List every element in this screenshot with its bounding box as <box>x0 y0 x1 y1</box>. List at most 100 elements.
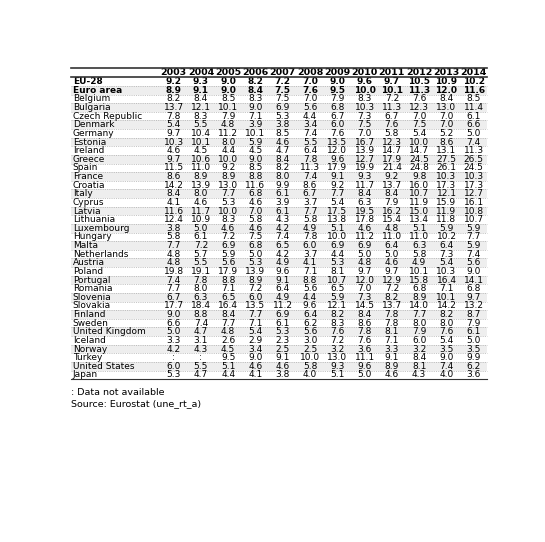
Text: 5.0: 5.0 <box>166 327 181 336</box>
Text: 9.5: 9.5 <box>329 86 346 95</box>
Text: 7.2: 7.2 <box>249 284 263 293</box>
Text: 11.7: 11.7 <box>191 207 211 216</box>
Text: 7.2: 7.2 <box>330 336 344 345</box>
Text: 8.0: 8.0 <box>193 284 208 293</box>
Text: 7.0: 7.0 <box>439 112 453 121</box>
Text: 11.6: 11.6 <box>245 180 265 190</box>
Text: 5.5: 5.5 <box>303 138 317 146</box>
Text: 13.9: 13.9 <box>191 180 211 190</box>
Text: 8.2: 8.2 <box>247 77 263 86</box>
Text: 17.3: 17.3 <box>437 180 457 190</box>
Text: Norway: Norway <box>73 345 107 353</box>
Text: 4.6: 4.6 <box>276 362 290 371</box>
Text: 5.0: 5.0 <box>193 224 208 233</box>
Text: 10.9: 10.9 <box>191 215 211 224</box>
Text: 4.5: 4.5 <box>194 146 208 155</box>
Text: 17.7: 17.7 <box>164 301 184 311</box>
Bar <box>71 207 487 215</box>
Text: 7.7: 7.7 <box>249 310 263 319</box>
Text: 5.0: 5.0 <box>249 250 263 259</box>
Text: 6.1: 6.1 <box>276 207 290 216</box>
Text: 4.9: 4.9 <box>412 259 426 267</box>
Text: 12.9: 12.9 <box>382 275 402 285</box>
Text: 7.8: 7.8 <box>358 327 372 336</box>
Text: Belgium: Belgium <box>73 94 110 104</box>
Text: 5.0: 5.0 <box>358 370 372 379</box>
Text: 6.1: 6.1 <box>276 189 290 198</box>
Text: 11.2: 11.2 <box>272 301 293 311</box>
Bar <box>71 362 487 371</box>
Text: 12.1: 12.1 <box>437 189 457 198</box>
Text: 8.2: 8.2 <box>166 94 181 104</box>
Text: 4.3: 4.3 <box>194 345 208 353</box>
Text: 5.4: 5.4 <box>330 198 344 207</box>
Text: 12.7: 12.7 <box>464 189 484 198</box>
Text: 12.3: 12.3 <box>382 138 402 146</box>
Text: 13.1: 13.1 <box>437 146 457 155</box>
Text: 6.8: 6.8 <box>330 103 344 112</box>
Text: 9.0: 9.0 <box>249 103 263 112</box>
Text: 6.7: 6.7 <box>330 112 344 121</box>
Text: 6.9: 6.9 <box>358 241 372 250</box>
Text: 5.9: 5.9 <box>249 138 263 146</box>
Text: 5.6: 5.6 <box>303 103 317 112</box>
Text: 5.3: 5.3 <box>166 370 181 379</box>
Text: 5.5: 5.5 <box>193 362 208 371</box>
Text: 8.4: 8.4 <box>358 310 372 319</box>
Text: 7.4: 7.4 <box>467 250 481 259</box>
Text: 4.8: 4.8 <box>221 120 235 130</box>
Bar <box>71 146 487 155</box>
Text: 10.0: 10.0 <box>354 86 376 95</box>
Text: 5.9: 5.9 <box>439 224 453 233</box>
Text: 11.0: 11.0 <box>382 233 402 241</box>
Text: 4.2: 4.2 <box>276 250 290 259</box>
Text: 3.4: 3.4 <box>249 345 263 353</box>
Text: 3.3: 3.3 <box>166 336 181 345</box>
Text: 4.8: 4.8 <box>166 250 181 259</box>
Bar <box>71 86 487 95</box>
Text: 11.4: 11.4 <box>464 103 484 112</box>
Text: 10.3: 10.3 <box>164 138 184 146</box>
Text: 12.1: 12.1 <box>328 301 347 311</box>
Text: 8.7: 8.7 <box>467 310 481 319</box>
Text: 4.5: 4.5 <box>249 146 263 155</box>
Text: 10.2: 10.2 <box>463 77 485 86</box>
Text: 6.2: 6.2 <box>303 319 317 328</box>
Text: 8.3: 8.3 <box>193 112 208 121</box>
Text: 8.2: 8.2 <box>439 310 453 319</box>
Text: Luxembourg: Luxembourg <box>73 224 129 233</box>
Text: 7.5: 7.5 <box>276 94 290 104</box>
Text: 8.3: 8.3 <box>358 94 372 104</box>
Text: 3.0: 3.0 <box>303 336 317 345</box>
Text: 9.8: 9.8 <box>412 172 426 181</box>
Text: Slovenia: Slovenia <box>73 293 112 302</box>
Text: 8.0: 8.0 <box>412 319 426 328</box>
Text: 9.9: 9.9 <box>276 180 290 190</box>
Text: 5.6: 5.6 <box>303 327 317 336</box>
Text: 10.0: 10.0 <box>218 155 238 164</box>
Text: 8.8: 8.8 <box>193 310 208 319</box>
Text: Greece: Greece <box>73 155 105 164</box>
Text: 8.5: 8.5 <box>467 94 481 104</box>
Text: 7.0: 7.0 <box>302 77 318 86</box>
Text: 13.7: 13.7 <box>164 103 184 112</box>
Text: 4.6: 4.6 <box>249 198 263 207</box>
Text: 8.9: 8.9 <box>249 275 263 285</box>
Bar <box>71 172 487 181</box>
Text: 9.2: 9.2 <box>385 172 399 181</box>
Text: 7.6: 7.6 <box>439 327 453 336</box>
Text: 7.0: 7.0 <box>358 129 372 138</box>
Text: 14.1: 14.1 <box>464 275 484 285</box>
Text: 4.6: 4.6 <box>276 138 290 146</box>
Text: 9.7: 9.7 <box>385 267 399 276</box>
Text: 24.5: 24.5 <box>464 163 484 172</box>
Text: 2012: 2012 <box>406 68 432 78</box>
Bar <box>71 78 487 86</box>
Text: Ireland: Ireland <box>73 146 104 155</box>
Text: 3.8: 3.8 <box>166 224 181 233</box>
Text: 17.3: 17.3 <box>464 180 484 190</box>
Bar <box>71 259 487 267</box>
Text: Lithuania: Lithuania <box>73 215 115 224</box>
Text: 10.0: 10.0 <box>300 353 320 362</box>
Text: 4.2: 4.2 <box>167 345 180 353</box>
